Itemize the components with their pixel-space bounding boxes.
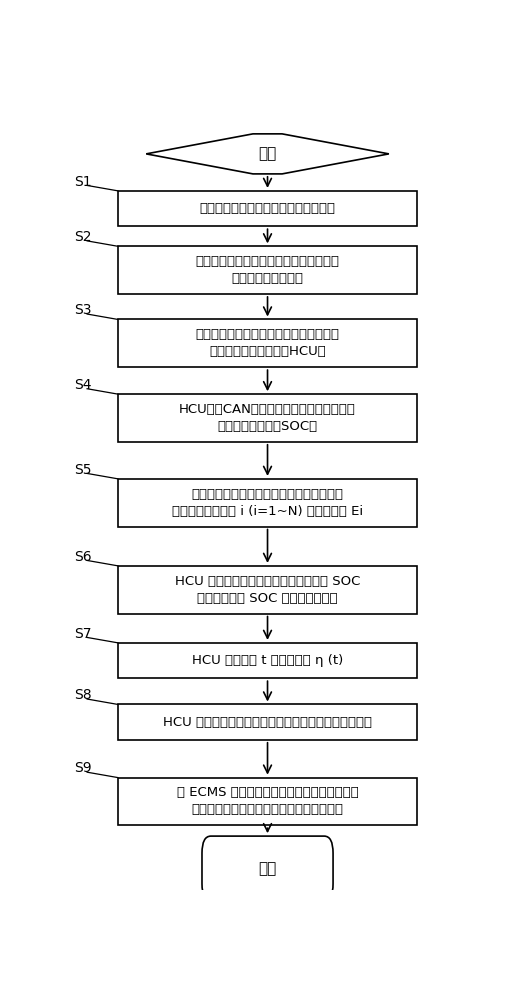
FancyBboxPatch shape (118, 191, 417, 226)
Text: HCU 采样传感器信号计算出车辆的需求功率和当前车速: HCU 采样传感器信号计算出车辆的需求功率和当前车速 (163, 716, 372, 729)
FancyBboxPatch shape (118, 778, 417, 825)
FancyBboxPatch shape (118, 394, 417, 442)
FancyBboxPatch shape (118, 704, 417, 740)
Text: 开始: 开始 (258, 146, 277, 161)
Text: S5: S5 (74, 463, 92, 477)
Text: HCU 计算车辆运行线路在未来各片段的 SOC
变化量，完成 SOC 参考轨迹的规划: HCU 计算车辆运行线路在未来各片段的 SOC 变化量，完成 SOC 参考轨迹的… (175, 575, 360, 605)
FancyBboxPatch shape (118, 479, 417, 527)
FancyBboxPatch shape (202, 836, 333, 901)
Text: HCU通过CAN总线获得能量管理策略所需的
蓄电池荷电状态（SOC）: HCU通过CAN总线获得能量管理策略所需的 蓄电池荷电状态（SOC） (179, 403, 356, 433)
Text: 远程监控平台将道路车辆气候数据发送到
混合动力控制器平台（HCU）: 远程监控平台将道路车辆气候数据发送到 混合动力控制器平台（HCU） (196, 328, 339, 358)
Text: S2: S2 (74, 230, 92, 244)
Text: 车辆运行线路信息发送给远程监控平台: 车辆运行线路信息发送给远程监控平台 (199, 202, 336, 215)
Text: S9: S9 (74, 761, 92, 775)
Polygon shape (146, 134, 389, 174)
FancyBboxPatch shape (118, 319, 417, 367)
Text: S8: S8 (74, 688, 92, 702)
Text: S4: S4 (74, 378, 92, 392)
FancyBboxPatch shape (118, 566, 417, 614)
Text: S6: S6 (74, 550, 92, 564)
Text: S1: S1 (74, 175, 92, 189)
FancyBboxPatch shape (118, 246, 417, 294)
Text: S3: S3 (74, 303, 92, 317)
Text: 结束: 结束 (258, 861, 277, 876)
Text: 通过神经网络预测车辆按导航设定的车辆运
行线路在运行片段 i (i=1~N) 的能量需求 Ei: 通过神经网络预测车辆按导航设定的车辆运 行线路在运行片段 i (i=1~N) 的… (172, 488, 363, 518)
Text: S7: S7 (74, 627, 92, 641)
FancyBboxPatch shape (118, 643, 417, 678)
Text: 远程监控平台搜寻获得能量管理策略所需
的道路车辆气候数据: 远程监控平台搜寻获得能量管理策略所需 的道路车辆气候数据 (196, 255, 339, 285)
Text: 按 ECMS 原理查表计算最优控制向量，指令混
合动力系统中各动力源，实现能量优化控制: 按 ECMS 原理查表计算最优控制向量，指令混 合动力系统中各动力源，实现能量优… (176, 786, 359, 816)
Text: HCU 计算时刻 t 的等价因子 η (t): HCU 计算时刻 t 的等价因子 η (t) (192, 654, 343, 667)
